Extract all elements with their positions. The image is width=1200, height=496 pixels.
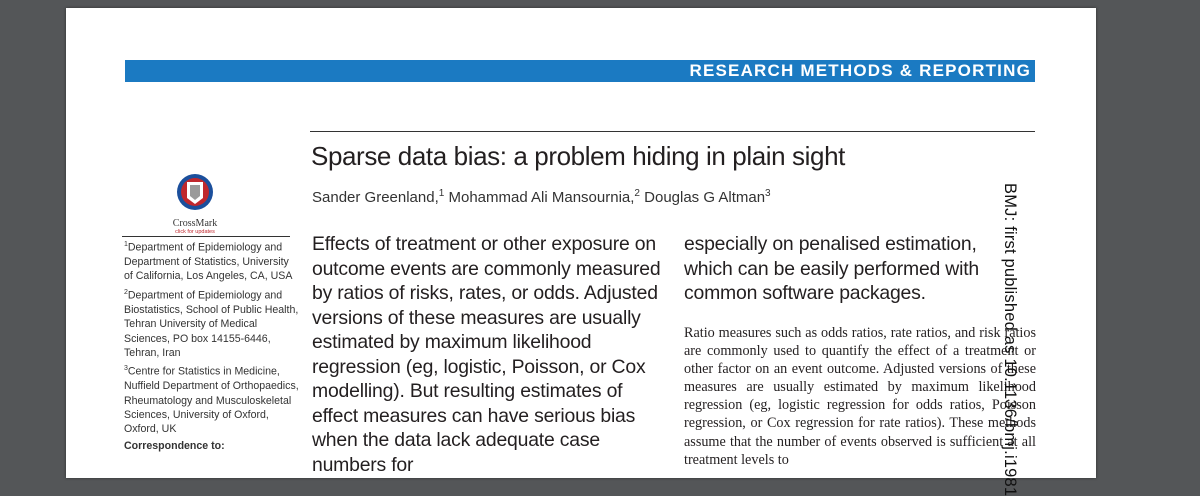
correspondence-label: Correspondence to: (124, 439, 225, 452)
title-rule (310, 131, 1035, 132)
author-name: Sander Greenland, (312, 189, 439, 206)
author-affil-sup: 2 (634, 188, 640, 199)
affiliation-item: 2Department of Epidemiology and Biostati… (124, 286, 300, 361)
article-title: Sparse data bias: a problem hiding in pl… (311, 141, 845, 171)
affiliation-text: Centre for Statistics in Medicine, Nuffi… (124, 365, 299, 436)
affiliation-text: Department of Epidemiology and Biostatis… (124, 289, 299, 359)
affiliations: 1Department of Epidemiology and Departme… (124, 238, 300, 453)
affiliation-item: 3Centre for Statistics in Medicine, Nuff… (124, 362, 300, 437)
affiliation-sup: 3 (124, 365, 128, 373)
affiliation-sup: 1 (124, 241, 128, 248)
author-affil-sup: 1 (438, 188, 445, 199)
paper-page: RESEARCH METHODS & REPORTING Sparse data… (66, 8, 1096, 478)
abstract-right-column: especially on penalised estimation, whic… (684, 233, 979, 304)
affiliations-rule (122, 236, 290, 237)
crossmark-sublabel: click for updates (175, 229, 215, 235)
affiliation-item: 1Department of Epidemiology and Departme… (124, 238, 300, 284)
affiliation-sup: 2 (124, 288, 128, 296)
author-affil-sup: 3 (765, 188, 771, 199)
author-name: Mohammad Ali Mansournia, (444, 189, 635, 206)
crossmark-badge[interactable]: CrossMark click for updates (168, 172, 222, 240)
crossmark-icon (177, 174, 213, 210)
side-publication-note: BMJ: first published as 10.1136/bmj.i198… (1001, 183, 1019, 496)
section-banner: RESEARCH METHODS & REPORTING (125, 60, 1035, 82)
abstract-left-column: Effects of treatment or other exposure o… (312, 233, 661, 476)
author-name: Douglas G Altman (639, 189, 766, 206)
body-text: Ratio measures such as odds ratios, rate… (684, 325, 1036, 468)
crossmark-label: CrossMark (172, 218, 218, 229)
affiliation-text: Department of Epidemiology and Departmen… (124, 241, 293, 283)
author-list: Sander Greenland,1 Mohammad Ali Mansourn… (312, 188, 771, 206)
